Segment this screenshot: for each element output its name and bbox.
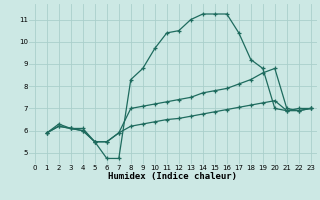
X-axis label: Humidex (Indice chaleur): Humidex (Indice chaleur) — [108, 172, 237, 181]
